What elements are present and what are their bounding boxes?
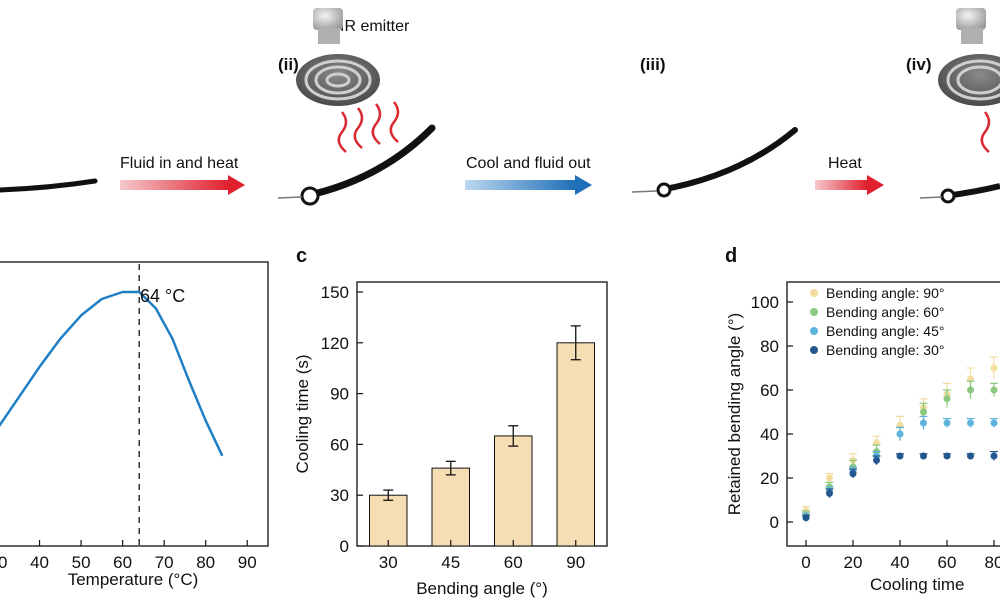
c-ytick-label-3: 90 — [330, 385, 349, 404]
panel-d: d 0 20 40 60 80 100 0 20 40 60 80 Cooling time Ret… — [725, 245, 1000, 594]
d-point-s0 — [826, 474, 833, 482]
panel-d-legend: Bending angle: 90° Bending angle: 60° Bend… — [810, 285, 944, 358]
d-xtick-label-0: 0 — [801, 553, 810, 572]
d-legend-marker-0 — [810, 289, 818, 297]
d-xtick-label-4: 80 — [985, 553, 1000, 572]
d-point-s3 — [873, 456, 880, 464]
panel-b: 30 40 50 60 70 80 90 64 °C Temperature (°C) — [0, 261, 269, 589]
c-ytick-label-0: 0 — [340, 537, 349, 556]
d-point-s2 — [990, 419, 998, 427]
c-xtick-label-45: 45 — [441, 553, 460, 572]
d-point-s3 — [896, 452, 904, 460]
top-panel: Fluid in and heat (ii) IR emitter — [0, 8, 1000, 206]
heat-waves-icon — [337, 101, 400, 153]
stage-label-ii: (ii) — [278, 55, 299, 74]
d-point-s2 — [896, 430, 904, 438]
d-ytick-label-1: 20 — [760, 469, 779, 488]
d-xtick-label-3: 60 — [938, 553, 957, 572]
d-legend-label-2: Bending angle: 45° — [826, 323, 944, 339]
d-point-s3 — [943, 452, 951, 460]
d-ytick-label-4: 80 — [760, 337, 779, 356]
d-legend-marker-2 — [810, 327, 818, 335]
c-xtick-label-90: 90 — [566, 553, 585, 572]
d-xtick-label-2: 40 — [891, 553, 910, 572]
d-point-s3 — [990, 452, 998, 460]
stage-label-iv: (iv) — [906, 55, 932, 74]
actuator-bent-ii — [277, 124, 436, 206]
d-legend-label-0: Bending angle: 90° — [826, 285, 944, 301]
d-point-s1 — [920, 408, 927, 416]
b-series-line — [0, 290, 224, 457]
d-point-s1 — [967, 386, 974, 394]
d-legend-marker-3 — [810, 346, 818, 354]
c-xtick-label-30: 30 — [379, 553, 398, 572]
stage-label-iii: (iii) — [640, 55, 666, 74]
panel-c-ylabel: Cooling time (s) — [293, 354, 312, 473]
panel-c-xlabel: Bending angle (°) — [416, 579, 548, 598]
panel-b-annotation: 64 °C — [140, 286, 185, 306]
d-point-s3 — [920, 452, 927, 460]
arrow-label-2: Cool and fluid out — [466, 155, 591, 172]
ir-emitter-label: IR emitter — [340, 18, 410, 35]
c-xtick-label-60: 60 — [504, 553, 523, 572]
d-point-s0 — [990, 364, 998, 372]
panel-d-frame — [786, 281, 1000, 547]
c-bar-45 — [431, 467, 470, 547]
panel-c-label: c — [296, 245, 307, 267]
d-ytick-label-5: 100 — [751, 293, 779, 312]
actuator-bent-iii — [631, 127, 798, 198]
arrow-label-3: Heat — [828, 155, 862, 172]
c-ytick-label-5: 150 — [321, 283, 349, 302]
d-point-s1 — [943, 395, 951, 403]
d-legend-label-3: Bending angle: 30° — [826, 342, 944, 358]
panel-d-plot: 0 20 40 60 80 100 0 20 40 60 80 — [751, 293, 1000, 572]
c-bar-90 — [556, 342, 595, 547]
panel-d-ylabel: Retained bending angle (°) — [725, 313, 744, 515]
d-point-s3 — [802, 514, 810, 522]
b-xtick-label-3: 60 — [113, 553, 132, 572]
c-ytick-label-4: 120 — [321, 334, 349, 353]
d-ytick-label-0: 0 — [770, 513, 779, 532]
panel-d-xlabel: Cooling time — [870, 575, 965, 594]
panel-c-frame — [356, 281, 608, 547]
arrow-label-1: Fluid in and heat — [120, 155, 239, 172]
b-xtick-label-0: 30 — [0, 553, 7, 572]
d-point-s2 — [967, 419, 974, 427]
d-point-s2 — [920, 419, 927, 427]
panel-b-plot: 30 40 50 60 70 80 90 — [0, 264, 257, 572]
heat-wave-iv — [980, 111, 991, 153]
panel-b-frame — [0, 261, 269, 547]
b-xtick-label-6: 90 — [238, 553, 257, 572]
ir-emitter-icon — [296, 8, 380, 106]
d-point-s3 — [967, 452, 974, 460]
d-point-s3 — [849, 470, 857, 478]
d-point-s2 — [943, 419, 951, 427]
c-bar-30 — [369, 494, 408, 547]
ir-emitter-icon-iv — [938, 8, 1000, 106]
arrow-heat — [815, 175, 884, 195]
panel-c-plot: 0 30 60 90 120 150 30 45 60 90 — [321, 283, 595, 572]
panel-b-xlabel: Temperature (°C) — [68, 570, 199, 589]
c-ytick-label-1: 30 — [330, 486, 349, 505]
b-xtick-label-4: 70 — [155, 553, 174, 572]
d-legend-marker-1 — [810, 308, 818, 316]
panel-c: c 0 30 60 90 120 150 30 45 60 90 Bending angle (°… — [293, 245, 608, 598]
d-point-s1 — [990, 386, 998, 394]
d-ytick-label-3: 60 — [760, 381, 779, 400]
b-xtick-label-5: 80 — [196, 553, 215, 572]
b-xtick-label-2: 50 — [72, 553, 91, 572]
panel-d-label: d — [725, 245, 737, 267]
d-xtick-label-1: 20 — [844, 553, 863, 572]
d-legend-label-1: Bending angle: 60° — [826, 304, 944, 320]
arrow-cool-fluid-out — [465, 175, 592, 195]
actuator-flat-i — [0, 178, 98, 193]
d-ytick-label-2: 40 — [760, 425, 779, 444]
actuator-iv — [919, 183, 1000, 204]
d-point-s3 — [826, 489, 833, 497]
arrow-fluid-in-heat — [120, 175, 245, 195]
c-bar-60 — [494, 435, 533, 547]
c-ytick-label-2: 60 — [330, 435, 349, 454]
b-xtick-label-1: 40 — [30, 553, 49, 572]
